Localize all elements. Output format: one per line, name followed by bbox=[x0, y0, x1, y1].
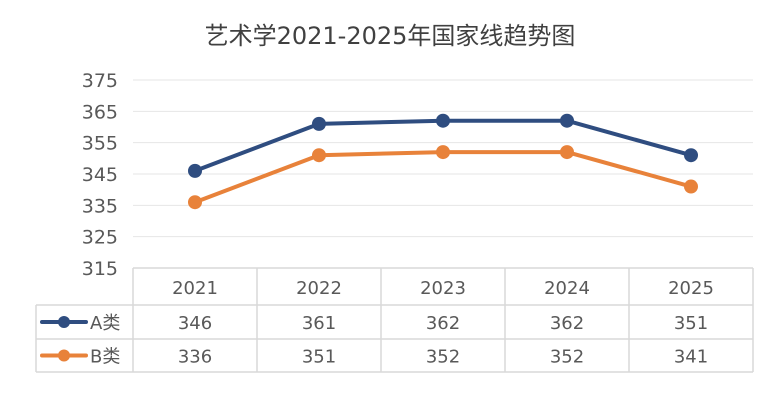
table-cell-value: 351 bbox=[674, 313, 708, 334]
legend-label: A类 bbox=[90, 313, 120, 334]
table-cell-value: 351 bbox=[302, 347, 336, 368]
chart-title: 艺术学2021-2025年国家线趋势图 bbox=[205, 22, 576, 50]
table-cell-value: 362 bbox=[426, 313, 460, 334]
y-tick-label: 325 bbox=[82, 227, 118, 249]
data-point bbox=[188, 195, 202, 210]
x-category-label: 2021 bbox=[172, 278, 218, 299]
data-point bbox=[560, 113, 574, 128]
y-tick-label: 335 bbox=[82, 195, 118, 217]
data-point bbox=[684, 148, 698, 163]
data-point bbox=[312, 148, 326, 163]
data-point bbox=[436, 145, 450, 160]
x-category-label: 2025 bbox=[668, 278, 714, 299]
legend-marker bbox=[58, 316, 70, 328]
y-tick-label: 315 bbox=[82, 258, 118, 280]
table-cell-value: 352 bbox=[426, 347, 460, 368]
x-category-label: 2022 bbox=[296, 278, 342, 299]
data-point bbox=[188, 163, 202, 178]
legend-marker bbox=[58, 349, 70, 362]
x-category-label: 2024 bbox=[544, 278, 590, 299]
y-tick-label: 345 bbox=[82, 164, 118, 186]
table-cell-value: 336 bbox=[178, 347, 212, 368]
table-cell-value: 362 bbox=[550, 313, 584, 334]
table-cell-value: 352 bbox=[550, 347, 584, 368]
y-tick-label: 375 bbox=[82, 70, 118, 92]
data-point bbox=[560, 145, 574, 160]
data-point bbox=[436, 113, 450, 128]
y-tick-label: 355 bbox=[82, 133, 118, 155]
series-line bbox=[194, 150, 692, 205]
legend-label: B类 bbox=[90, 347, 120, 368]
table-cell-value: 346 bbox=[178, 313, 212, 334]
table-cell-value: 341 bbox=[674, 347, 708, 368]
data-point bbox=[312, 116, 326, 131]
x-category-label: 2023 bbox=[420, 278, 466, 299]
table-cell-value: 361 bbox=[302, 313, 336, 334]
y-tick-label: 365 bbox=[82, 101, 118, 123]
data-point bbox=[684, 179, 698, 194]
